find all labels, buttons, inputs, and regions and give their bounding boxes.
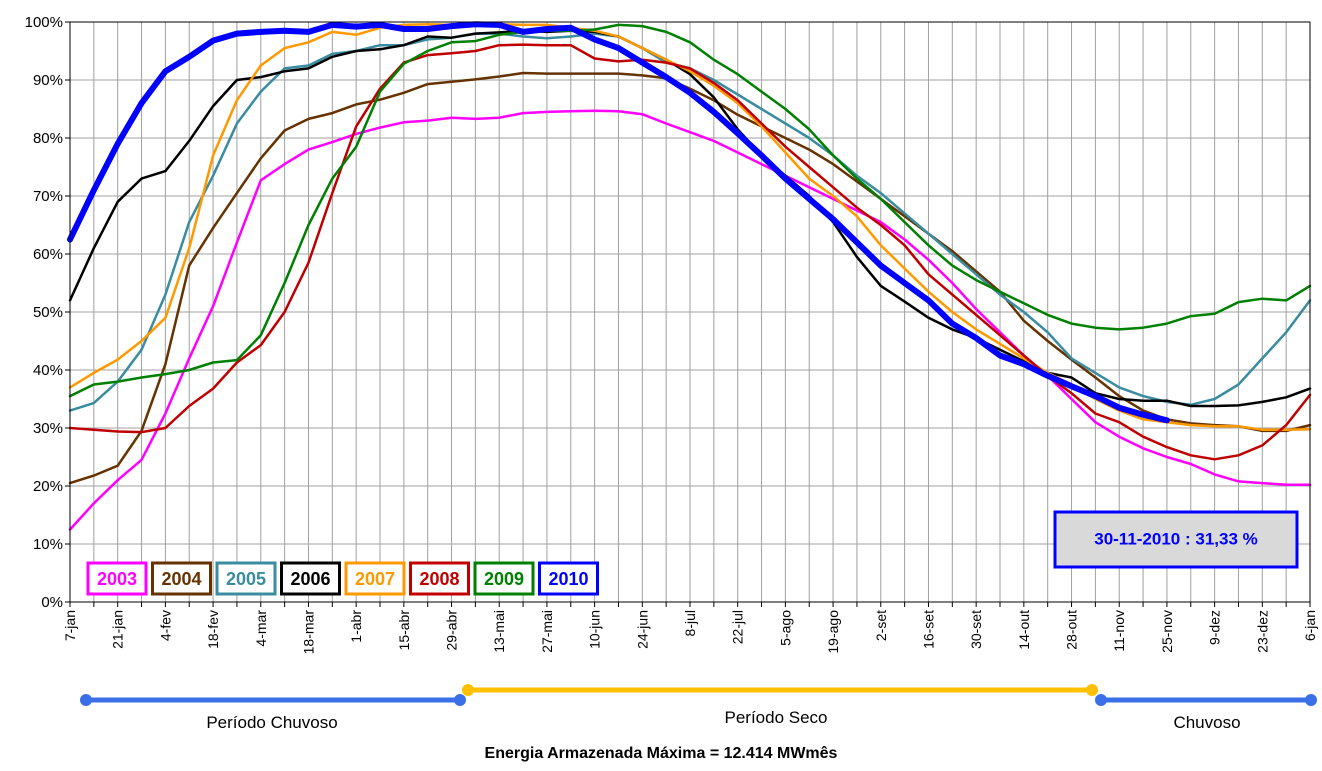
annotation-box [1053,510,1299,569]
x-tick-label: 4-fev [157,610,173,641]
x-tick-label: 25-nov [1159,610,1175,653]
period-end [454,694,466,706]
grid: 0% 10% 20% 30% 40% 50% 60% 70% 80% 90% 100% 7-jan 21… [25,14,1318,654]
y-tick-label: 20% [33,478,63,495]
x-tick-label: 28-out [1064,610,1080,650]
annotation: 30-11-2010 : 31,33 % [1094,529,1258,548]
y-tick-label: 90% [33,72,63,89]
x-tick-label: 14-out [1016,610,1032,650]
legend-box [280,561,341,596]
x-tick-label: 23-dez [1254,610,1270,653]
legend-label: 2010 [548,569,588,589]
legend-label: 2005 [226,569,266,589]
series-line [68,29,1312,408]
legend-label: 2006 [290,569,330,589]
plot-frame [69,21,1311,603]
y-tick-label: 100% [25,14,63,31]
x-tick-label: 18-fev [205,610,221,649]
legend-label: 2003 [97,569,137,589]
y-tick-label: 60% [33,246,63,263]
x-tick-label: 27-mai [539,610,555,653]
lines [67,21,1312,531]
y-tick-label: 50% [33,304,63,321]
period-end [80,694,92,706]
legend-box [151,561,212,596]
x-tick-label: 15-abr [396,610,412,651]
x-tick-label: 1-abr [348,610,364,643]
period-end [1305,694,1317,706]
series-line [67,21,1170,424]
legend-label: 2004 [161,569,201,589]
legend: 2003 2004 2005 2006 2007 2008 2009 2010 [86,561,599,596]
x-tick-label: 24-jun [634,610,650,649]
x-tick-label: 19-ago [825,610,841,654]
x-tick-label: 6-jan [1302,610,1318,641]
period-label: Período Seco [724,708,827,727]
y-tick-label: 10% [33,536,63,553]
series-line [68,23,1312,398]
x-tick-label: 13-mai [491,610,507,653]
x-tick-label: 11-nov [1111,610,1127,652]
x-tick-label: 18-mar [300,610,316,655]
period-end [462,684,474,696]
x-tick-label: 10-jun [587,610,603,649]
series-line [68,71,1312,485]
y-tick-label: 70% [33,188,63,205]
period-label: Chuvoso [1173,713,1240,732]
legend-box [215,561,277,596]
legend-box [344,561,406,596]
legend-label: 2008 [419,569,459,589]
x-tick-label: 2-set [873,610,889,641]
series-line [68,109,1312,531]
legend-box [409,561,470,596]
x-tick-label: 16-set [920,610,936,649]
x-tick-label: 22-jul [730,610,746,644]
period-end [1086,684,1098,696]
y-tick-label: 0% [41,594,63,611]
x-tick-label: 8-jul [682,610,698,636]
x-tick-label: 9-dez [1207,610,1223,645]
x-tick-label: 7-jan [62,610,78,641]
x-tick-label: 21-jan [110,610,126,649]
legend-label: 2009 [484,569,524,589]
legend-box [86,561,148,596]
note: Energia Armazenada Máxima = 12.414 MWmês [485,745,838,762]
x-tick-label: 5-ago [777,610,793,646]
y-tick-label: 80% [33,130,63,147]
y-tick-label: 30% [33,420,63,437]
x-tick-label: 30-set [968,610,984,649]
series-line [68,43,1312,461]
legend-box [473,561,535,596]
x-tick-label: 4-mar [253,610,269,647]
legend-label: 2007 [355,569,395,589]
y-tick-label: 40% [33,362,63,379]
legend-box [538,561,599,596]
period-end [1095,694,1107,706]
period-label: Período Chuvoso [206,713,337,732]
x-tick-label: 29-abr [444,610,460,651]
